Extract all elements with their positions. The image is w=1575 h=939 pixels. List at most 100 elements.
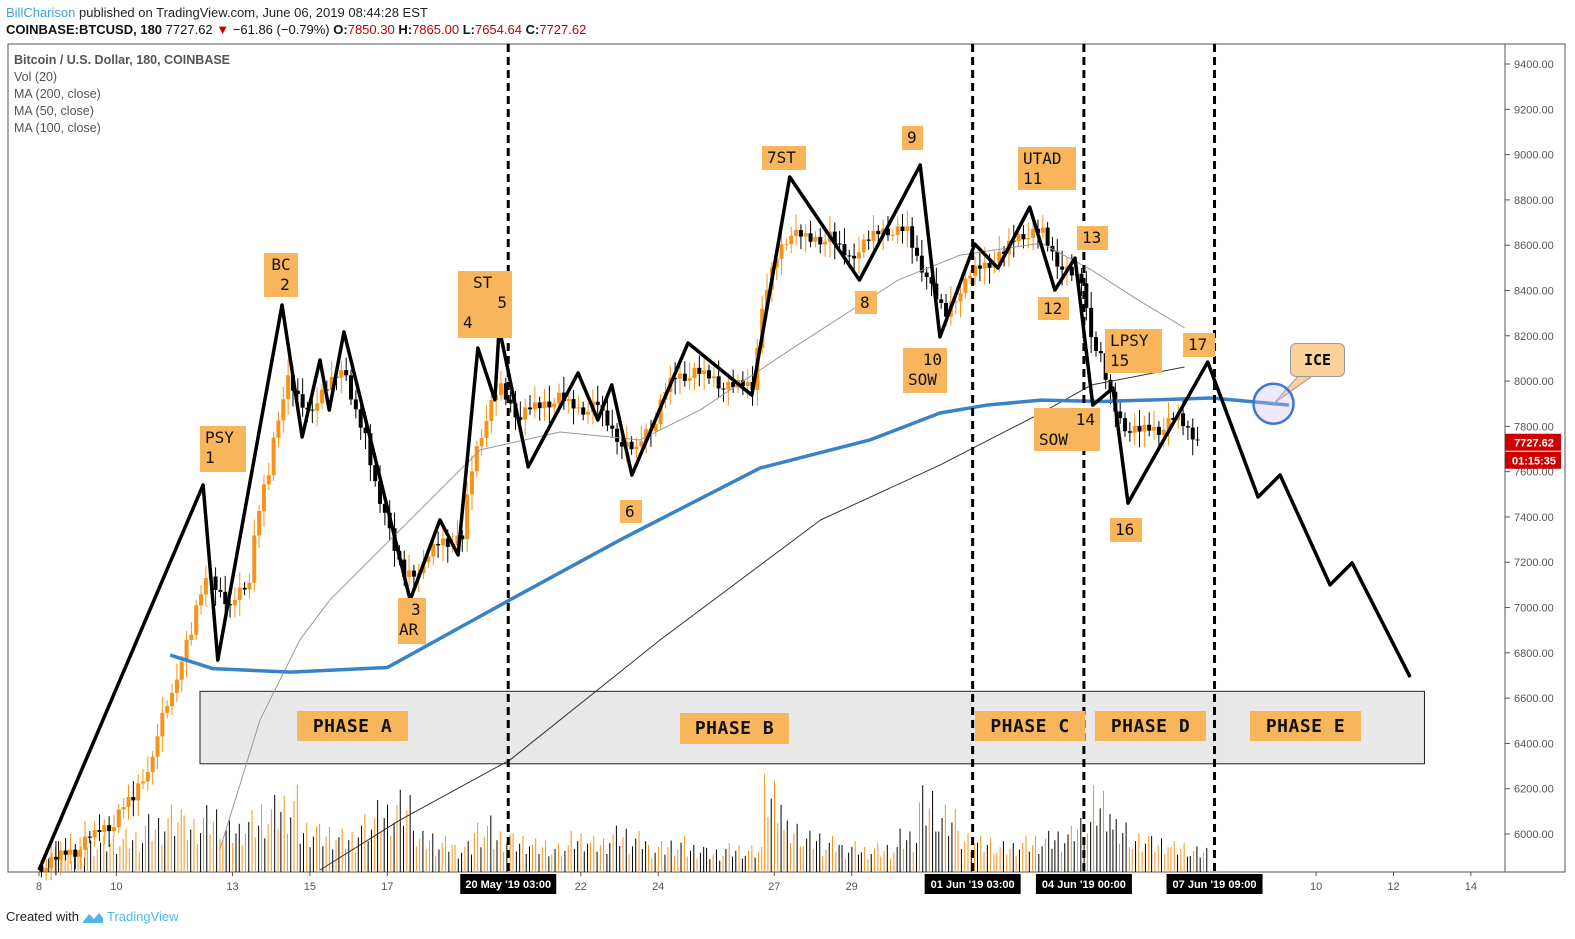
candle-body (271, 437, 276, 476)
candle-body (1127, 431, 1132, 433)
tradingview-link[interactable]: TradingView (106, 909, 179, 924)
candle-body (552, 403, 557, 408)
candle-body (276, 420, 281, 438)
candle (310, 397, 315, 424)
candle-body (528, 407, 533, 410)
candle-body (1147, 424, 1152, 431)
annotation-12: 12 (1038, 297, 1069, 320)
last-price-label: 7727.62 (1514, 438, 1554, 450)
candle (194, 599, 199, 641)
candle-body (261, 484, 266, 511)
time-tick-label: 13 (226, 881, 238, 893)
candle-body (92, 830, 97, 838)
price-tick-label: 8600.00 (1514, 240, 1554, 252)
candle (63, 838, 68, 861)
price-tick-label: 7000.00 (1514, 603, 1554, 615)
candle (677, 364, 682, 395)
candle-body (537, 402, 542, 409)
footer: Created with TradingView (6, 909, 179, 924)
candle (823, 229, 828, 257)
candle (1137, 410, 1142, 448)
candle (498, 370, 503, 401)
candle-body (915, 247, 920, 256)
candle-body (958, 293, 963, 302)
candle-body (784, 244, 789, 246)
candle-body (566, 399, 571, 401)
price-tick-label: 6400.00 (1514, 738, 1554, 750)
legend-item[interactable]: Vol (20) (14, 70, 58, 84)
candle-body (1098, 350, 1103, 354)
candle (474, 440, 479, 478)
high-label: H: (398, 22, 413, 37)
price-tick-label: 8200.00 (1514, 331, 1554, 343)
open-label: O: (333, 22, 348, 37)
legend-item[interactable]: MA (200, close) (14, 87, 101, 101)
candle (295, 378, 300, 400)
candle (261, 475, 266, 527)
candle (852, 243, 857, 271)
candle-body (426, 556, 431, 563)
candle-body (721, 388, 726, 390)
candle (1093, 331, 1098, 357)
candle-body (876, 230, 881, 235)
candle-body (431, 543, 436, 557)
low-value: 7654.64 (474, 22, 522, 37)
candle-body (1152, 426, 1157, 431)
candle-body (136, 783, 141, 801)
candle (271, 432, 276, 481)
candle-body (150, 756, 155, 773)
candle (300, 378, 305, 417)
candle (1079, 268, 1084, 296)
annotation-9: 9 (902, 126, 923, 150)
candle-body (532, 402, 537, 410)
phase-a-label: PHASE A (297, 711, 408, 741)
candle-body (145, 772, 150, 782)
candle-body (973, 265, 978, 276)
candle-body (455, 535, 460, 546)
annotation-10-sow: 10 SOW (903, 348, 947, 393)
candle (1166, 402, 1171, 446)
candle (150, 751, 155, 785)
low-label: L: (462, 22, 475, 37)
candle (610, 409, 615, 438)
price-tick-label: 6800.00 (1514, 648, 1554, 660)
candle-body (823, 241, 828, 245)
candle-body (68, 849, 73, 855)
candle (1118, 399, 1123, 424)
phase-b-label: PHASE B (680, 713, 789, 744)
legend-item[interactable]: MA (50, close) (14, 104, 94, 118)
candle-body (1021, 234, 1026, 240)
candle-body (866, 239, 871, 241)
publish-text: published on TradingView.com, June 06, 2… (79, 5, 428, 20)
candle (1195, 426, 1200, 446)
time-marker-badge (1035, 874, 1132, 894)
candle (547, 385, 552, 424)
candle-body (199, 594, 204, 606)
annotation-8: 8 (855, 291, 877, 314)
candle (595, 385, 600, 421)
candle-body (871, 230, 876, 241)
price-tick-label: 7800.00 (1514, 421, 1554, 433)
candle-body (353, 399, 358, 410)
candle (82, 820, 87, 866)
candle (78, 837, 83, 870)
countdown-label: 01:15:35 (1512, 456, 1556, 468)
candle-body (619, 441, 624, 447)
price-tick-label: 6000.00 (1514, 829, 1554, 841)
candle-body (837, 243, 842, 245)
candle-body (339, 370, 344, 378)
time-marker-badge (460, 874, 557, 894)
candle-body (605, 410, 610, 426)
candle (706, 364, 711, 385)
candle (460, 529, 465, 552)
candle-body (682, 373, 687, 381)
candle (339, 361, 344, 394)
candle (1021, 225, 1026, 249)
legend-item[interactable]: MA (100, close) (14, 121, 101, 135)
candle (1132, 413, 1137, 446)
time-tick-label: 17 (381, 881, 393, 893)
candle (915, 235, 920, 262)
candle (1147, 412, 1152, 437)
author-link[interactable]: BillCharison (6, 5, 76, 20)
